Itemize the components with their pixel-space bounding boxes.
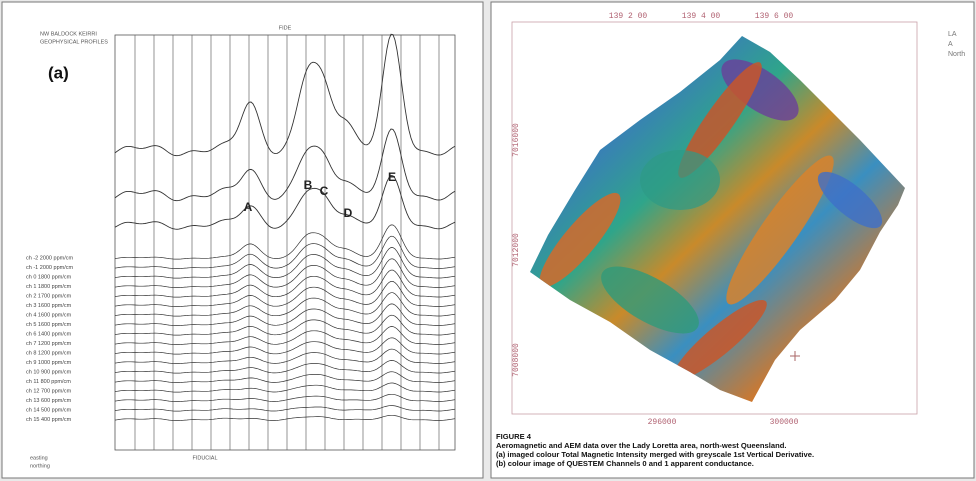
peak-label: D — [344, 206, 353, 220]
map-feature — [673, 299, 767, 381]
profile-trace — [114, 382, 456, 393]
map-feature — [678, 62, 762, 178]
channel-label: ch 7 1200 ppm/cm — [26, 341, 72, 347]
top-coord: 139 6 00 — [755, 12, 794, 21]
map-feature — [726, 155, 834, 305]
channel-label: ch 6 1400 ppm/cm — [26, 331, 72, 337]
profile-trace — [114, 314, 456, 336]
top-label: FIDE — [279, 25, 292, 31]
profile-trace — [114, 281, 456, 307]
profile-trace — [114, 326, 456, 345]
map-frame — [511, 21, 918, 415]
plot-frame — [114, 34, 456, 451]
left-coord: 7016000 — [512, 123, 521, 157]
channel-label: ch -1 2000 ppm/cm — [26, 265, 73, 271]
profile-trace — [114, 371, 456, 383]
channel-label: ch 8 1200 ppm/cm — [26, 350, 72, 356]
profile-trace — [114, 393, 456, 402]
bottom-coord: 296000 — [648, 418, 677, 427]
channel-label: ch 10 900 ppm/cm — [26, 369, 72, 375]
channel-label: ch 11 800 ppm/cm — [26, 379, 71, 385]
peak-label: B — [304, 178, 313, 192]
header-line: NW BALDOCK KEIRRI — [40, 31, 97, 37]
side-text: North — [948, 51, 965, 58]
profile-trace — [114, 258, 456, 288]
bottom-label: FIDUCIAL — [192, 455, 217, 461]
channel-label: ch 2 1700 ppm/cm — [26, 293, 72, 299]
profile-trace — [114, 348, 456, 364]
side-text: LA — [948, 31, 957, 38]
caption-title: FIGURE 4 — [496, 432, 532, 441]
peak-label: C — [320, 184, 329, 198]
profile-trace — [114, 175, 456, 230]
profile-trace — [114, 405, 456, 412]
channel-label: ch 4 1600 ppm/cm — [26, 312, 72, 318]
profile-plot: NW BALDOCK KEIRRI GEOPHYSICAL PROFILES (… — [26, 25, 456, 469]
profile-trace — [114, 128, 456, 202]
left-panel — [1, 1, 484, 479]
peak-label: A — [244, 200, 253, 214]
panel-label: (a) — [48, 63, 69, 82]
map-feature — [539, 192, 621, 288]
profile-trace — [114, 337, 456, 355]
profile-trace — [114, 269, 456, 298]
footer-line: easting — [30, 455, 48, 461]
map-feature — [817, 171, 883, 229]
profile-trace — [114, 224, 456, 260]
side-text: A — [948, 41, 953, 48]
caption-line: Aeromagnetic and AEM data over the Lady … — [496, 441, 786, 450]
left-coord: 7012000 — [512, 233, 521, 267]
profile-trace — [114, 247, 456, 279]
channel-label: ch 14 500 ppm/cm — [26, 407, 72, 413]
top-coord: 139 4 00 — [682, 12, 721, 21]
channel-label: ch 1 1800 ppm/cm — [26, 284, 72, 290]
profile-trace — [114, 414, 456, 421]
left-coord: 7008000 — [512, 343, 521, 377]
channel-label: ch 0 1800 ppm/cm — [26, 274, 72, 280]
channel-label: ch 5 1600 ppm/cm — [26, 322, 72, 328]
profile-trace — [114, 235, 456, 269]
channel-label: ch 15 400 ppm/cm — [26, 417, 72, 423]
map-feature — [640, 150, 720, 210]
bottom-coord: 300000 — [770, 418, 799, 427]
peak-label: E — [388, 170, 396, 184]
channel-label: ch 9 1000 ppm/cm — [26, 360, 72, 366]
profile-trace — [114, 360, 456, 374]
channel-label: ch 13 600 ppm/cm — [26, 398, 72, 404]
map-feature — [601, 266, 699, 334]
profile-trace — [114, 33, 456, 157]
profile-trace — [114, 292, 456, 317]
footer-line: northing — [30, 463, 50, 469]
channel-label: ch 12 700 ppm/cm — [26, 388, 72, 394]
caption-line: (b) colour image of QUESTEM Channels 0 a… — [496, 459, 754, 468]
channel-label: ch -2 2000 ppm/cm — [26, 255, 73, 261]
top-coord: 139 2 00 — [609, 12, 648, 21]
header-line: GEOPHYSICAL PROFILES — [40, 39, 108, 45]
caption-line: (a) imaged colour Total Magnetic Intensi… — [496, 450, 814, 459]
profile-trace — [114, 303, 456, 326]
channel-label: ch 3 1600 ppm/cm — [26, 303, 72, 309]
